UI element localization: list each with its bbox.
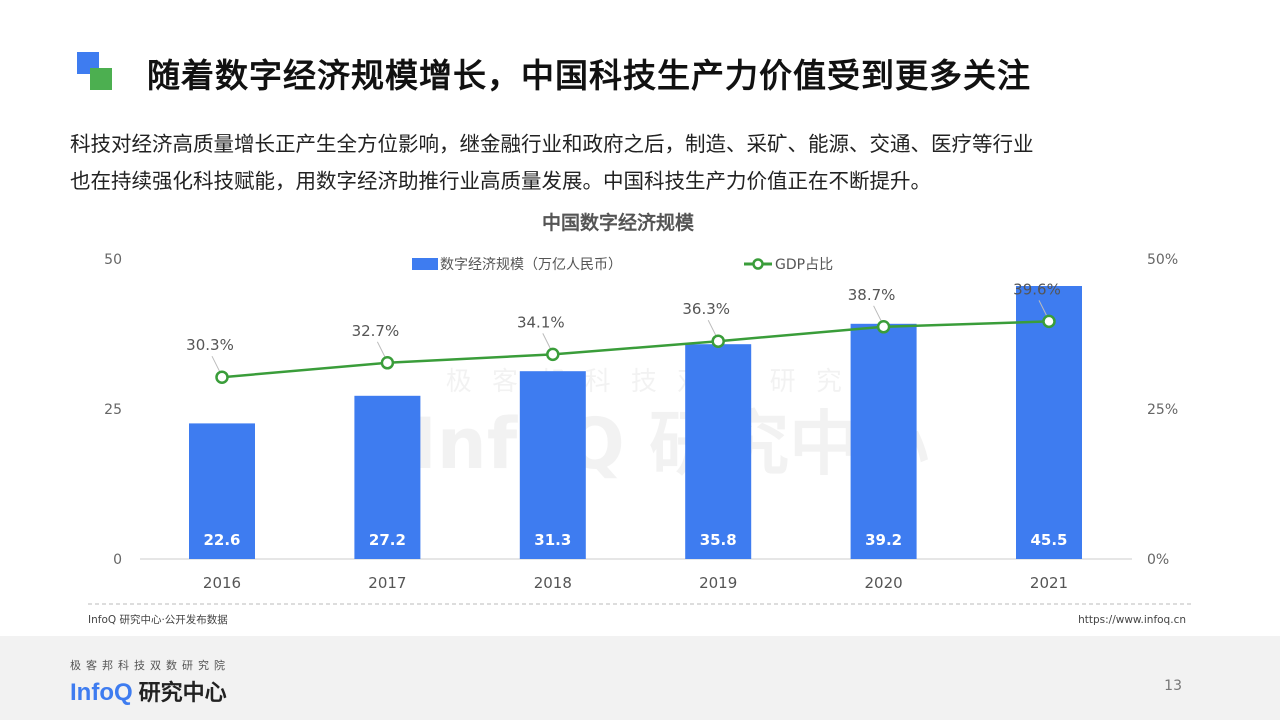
- y-left-tick-label: 50: [104, 252, 122, 268]
- gdp-share-point: [876, 320, 891, 334]
- x-tick-label: 2021: [1030, 574, 1068, 592]
- gdp-share-line: [221, 320, 1050, 379]
- x-tick-label: 2018: [534, 574, 572, 592]
- point-label-leader: [873, 305, 883, 323]
- page-title: 随着数字经济规模增长，中国科技生产力价值受到更多关注: [147, 56, 1031, 95]
- y-right-tick-label: 0%: [1147, 552, 1169, 568]
- bar-value-label: 27.2: [369, 531, 406, 549]
- point-value-label: 32.7%: [352, 322, 400, 340]
- gdp-share-point: [711, 334, 725, 348]
- point-value-label: 34.1%: [517, 313, 565, 331]
- legend-bar-swatch: [412, 258, 438, 270]
- bar-value-label: 35.8: [700, 531, 737, 549]
- point-value-label: 39.6%: [1013, 280, 1061, 298]
- bar-value-label: 31.3: [534, 531, 571, 549]
- x-tick-label: 2020: [865, 574, 903, 592]
- title-accent-mark: [77, 52, 115, 92]
- brand-logo-cn: 研究中心: [138, 680, 227, 705]
- bar: [189, 423, 255, 559]
- footer-band: [0, 636, 1280, 720]
- gdp-share-point: [380, 356, 395, 370]
- point-value-label: 30.3%: [186, 336, 234, 354]
- point-label-leader: [1038, 300, 1048, 317]
- y-right-tick-label: 25%: [1147, 402, 1178, 418]
- brand-logo: InfoQ 研究中心: [70, 675, 227, 707]
- chart-title: 中国数字经济规模: [542, 211, 695, 234]
- bar: [519, 371, 586, 559]
- body-line-1: 科技对经济高质量增长正产生全方位影响，继金融行业和政府之后，制造、采矿、能源、交…: [70, 132, 1034, 156]
- bar: [850, 323, 917, 559]
- digital-economy-chart: 极 客 邦 科 技 双 数 研 究 院 InfoQ 研究中心 中国数字经济规模 …: [88, 211, 1192, 626]
- y-left-tick-label: 0: [113, 552, 122, 568]
- point-value-label: 36.3%: [682, 300, 730, 318]
- legend-bar-label: 数字经济规模（万亿人民币）: [440, 257, 622, 273]
- point-label-leader: [376, 341, 386, 359]
- source-note: InfoQ 研究中心·公开发布数据: [88, 613, 228, 626]
- chart-marks: 22.6 2016 27.2 2017 31.3 2018 35.8 2019 39.2 2020…: [186, 280, 1082, 592]
- gdp-share-point: [215, 370, 229, 384]
- watermark-tagline: 极 客 邦 科 技 双 数 研 究 院: [446, 367, 894, 397]
- bar-value-label: 22.6: [203, 531, 240, 549]
- gdp-share-point: [546, 347, 560, 362]
- bar-value-label: 39.2: [865, 531, 902, 549]
- y-right-tick-label: 50%: [1147, 252, 1178, 268]
- bar: [685, 344, 752, 559]
- watermark-logo: InfoQ 研究中心: [411, 403, 929, 485]
- body-paragraph: 科技对经济高质量增长正产生全方位影响，继金融行业和政府之后，制造、采矿、能源、交…: [70, 126, 1220, 200]
- brand-logo-en: InfoQ: [70, 679, 133, 706]
- bar: [1016, 286, 1082, 559]
- x-tick-label: 2016: [203, 574, 241, 592]
- bar: [354, 395, 421, 559]
- point-label-leader: [211, 355, 221, 373]
- page-number: 13: [1164, 678, 1182, 694]
- legend-line-label: GDP占比: [775, 257, 833, 273]
- x-tick-label: 2017: [368, 574, 406, 592]
- brand-tagline: 极客邦科技双数研究院: [70, 659, 230, 672]
- legend-line-marker: [752, 258, 764, 270]
- body-line-2: 也在持续强化科技赋能，用数字经济助推行业高质量发展。中国科技生产力价值正在不断提…: [70, 169, 931, 193]
- source-url: https://www.infoq.cn: [1078, 614, 1186, 626]
- y-left-tick-label: 25: [104, 402, 122, 418]
- point-label-leader: [542, 333, 552, 350]
- point-label-leader: [707, 319, 717, 337]
- accent-square-green: [90, 68, 112, 90]
- bar-value-label: 45.5: [1030, 531, 1067, 549]
- gdp-share-point: [1042, 314, 1056, 329]
- x-tick-label: 2019: [699, 574, 737, 592]
- point-value-label: 38.7%: [848, 286, 896, 304]
